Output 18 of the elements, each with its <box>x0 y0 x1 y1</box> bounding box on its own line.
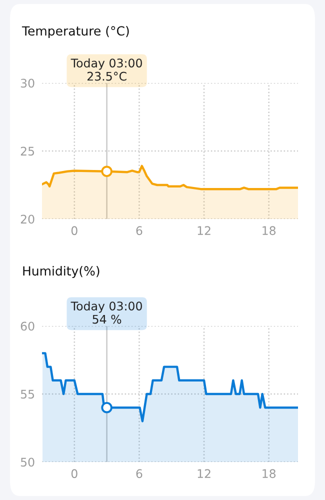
x-tick-label: 6 <box>136 469 142 478</box>
y-tick-label: 50 <box>20 458 34 467</box>
y-tick-label: 55 <box>20 390 34 399</box>
x-tick-label: 0 <box>71 469 78 478</box>
chart-title: Humidity(%) <box>23 266 100 278</box>
y-tick-label: 25 <box>20 146 34 156</box>
x-tick-label: 0 <box>71 226 78 236</box>
y-tick-label: 60 <box>20 322 34 331</box>
x-tick-label: 12 <box>198 226 210 235</box>
x-tick-label: 6 <box>136 226 142 236</box>
x-tick-label: 18 <box>262 469 276 478</box>
chart-title: Temperature (°C) <box>22 26 129 38</box>
x-tick-label: 18 <box>262 226 276 236</box>
y-tick-label: 20 <box>20 214 34 224</box>
text: Today 03:00 54 % <box>70 301 142 324</box>
x-tick-label: 12 <box>198 469 210 478</box>
text: Today 03:00 23.5°C <box>70 58 142 81</box>
y-tick-label: 30 <box>20 78 34 88</box>
